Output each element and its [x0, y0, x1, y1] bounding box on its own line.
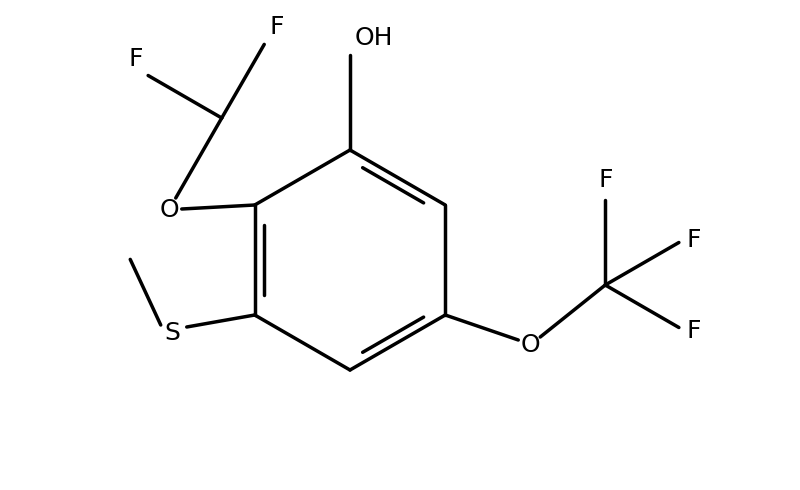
Text: F: F: [270, 15, 284, 39]
Text: OH: OH: [355, 26, 394, 50]
Text: F: F: [598, 168, 613, 192]
Text: O: O: [521, 333, 540, 357]
Text: F: F: [687, 318, 702, 343]
Text: F: F: [687, 227, 702, 251]
Text: S: S: [165, 321, 181, 345]
Text: O: O: [160, 198, 179, 222]
Text: F: F: [129, 47, 143, 71]
